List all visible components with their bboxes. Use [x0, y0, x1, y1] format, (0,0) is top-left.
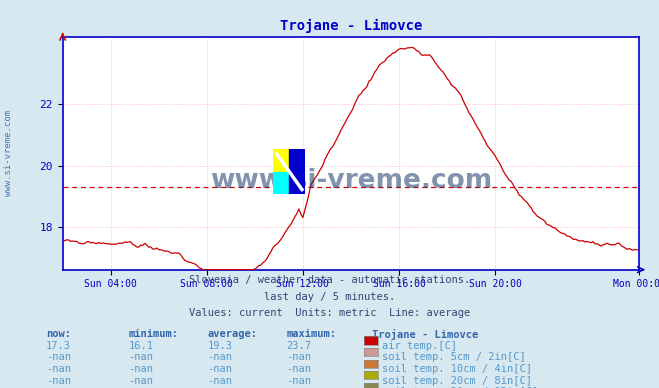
- Text: Slovenia / weather data - automatic stations.: Slovenia / weather data - automatic stat…: [189, 275, 470, 286]
- Text: maximum:: maximum:: [287, 329, 337, 339]
- Text: air temp.[C]: air temp.[C]: [382, 341, 457, 351]
- Text: -nan: -nan: [129, 364, 154, 374]
- Text: -nan: -nan: [208, 352, 233, 362]
- Text: last day / 5 minutes.: last day / 5 minutes.: [264, 292, 395, 302]
- Text: Trojane - Limovce: Trojane - Limovce: [372, 329, 478, 340]
- Bar: [273, 149, 289, 171]
- Text: soil temp. 5cm / 2in[C]: soil temp. 5cm / 2in[C]: [382, 352, 526, 362]
- Text: -nan: -nan: [287, 387, 312, 388]
- Text: -nan: -nan: [208, 376, 233, 386]
- Text: -nan: -nan: [287, 352, 312, 362]
- Text: -nan: -nan: [46, 352, 71, 362]
- Text: 16.1: 16.1: [129, 341, 154, 351]
- Text: -nan: -nan: [208, 364, 233, 374]
- Text: -nan: -nan: [129, 387, 154, 388]
- Text: 17.3: 17.3: [46, 341, 71, 351]
- Bar: [273, 171, 289, 194]
- Text: www.si-vreme.com: www.si-vreme.com: [4, 110, 13, 196]
- Text: -nan: -nan: [287, 376, 312, 386]
- Title: Trojane - Limovce: Trojane - Limovce: [279, 19, 422, 33]
- Text: www.si-vreme.com: www.si-vreme.com: [210, 168, 492, 194]
- Text: -nan: -nan: [129, 352, 154, 362]
- Text: -nan: -nan: [46, 376, 71, 386]
- Text: 19.3: 19.3: [208, 341, 233, 351]
- Text: soil temp. 10cm / 4in[C]: soil temp. 10cm / 4in[C]: [382, 364, 532, 374]
- Text: -nan: -nan: [46, 364, 71, 374]
- Text: -nan: -nan: [46, 387, 71, 388]
- Text: Values: current  Units: metric  Line: average: Values: current Units: metric Line: aver…: [189, 308, 470, 318]
- Text: average:: average:: [208, 329, 258, 339]
- Bar: [289, 149, 305, 194]
- Text: soil temp. 30cm / 12in[C]: soil temp. 30cm / 12in[C]: [382, 387, 538, 388]
- Text: soil temp. 20cm / 8in[C]: soil temp. 20cm / 8in[C]: [382, 376, 532, 386]
- Text: minimum:: minimum:: [129, 329, 179, 339]
- Text: -nan: -nan: [129, 376, 154, 386]
- Text: -nan: -nan: [287, 364, 312, 374]
- Text: now:: now:: [46, 329, 71, 339]
- Text: -nan: -nan: [208, 387, 233, 388]
- Text: 23.7: 23.7: [287, 341, 312, 351]
